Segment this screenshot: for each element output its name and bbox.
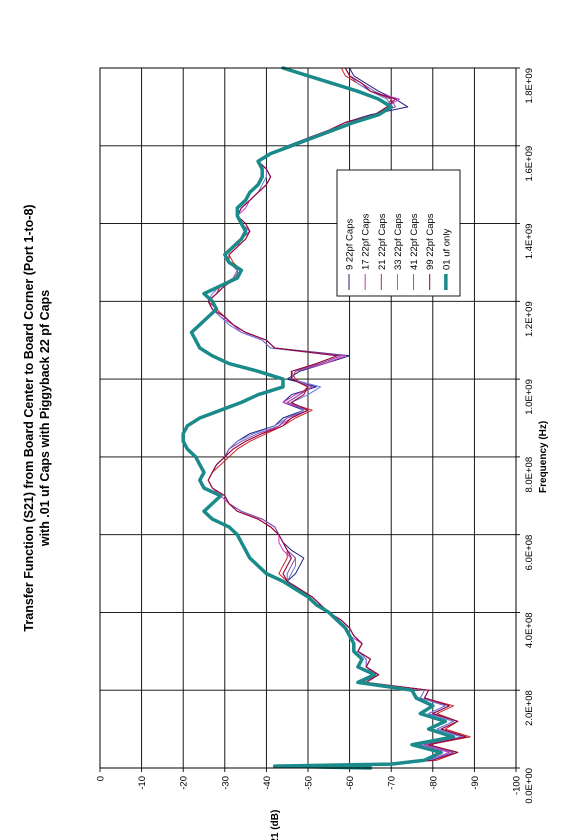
db-tick-label: -40 [262, 776, 273, 790]
chart-subtitle: with .01 uf Caps with Piggyback 22 pf Ca… [38, 290, 52, 547]
axis-ticks: 0 -10 -20 -30 -40 -50 -60 -70 -80 -90 -100 0.0E+00 2… [96, 67, 535, 804]
freq-tick-label: 8.0E+08 [524, 457, 535, 493]
db-tick-label: -80 [428, 776, 439, 790]
freq-tick-label: 0.0E+00 [524, 768, 535, 804]
db-tick-label: -100 [512, 776, 523, 795]
chart-title: Transfer Function (S21) from Board Cente… [22, 204, 36, 631]
legend-label: 01 uf only [441, 229, 452, 270]
y-axis-title: S21 (dB) [270, 810, 281, 840]
freq-tick-label: 2.0E+08 [524, 690, 535, 726]
freq-tick-label: 1.2E+09 [524, 301, 535, 337]
freq-tick-label: 4.0E+08 [524, 612, 535, 648]
legend-label: 33 22pf Caps [393, 213, 404, 270]
legend: 9 22pf Caps 17 22pf Caps 21 22pf Caps 33 22… [336, 169, 461, 297]
legend-label: 99 22pf Caps [425, 213, 436, 270]
db-tick-label: -10 [137, 776, 148, 790]
db-tick-label: -20 [179, 776, 190, 790]
series-line-6 [207, 67, 467, 769]
plot-area-frame [99, 67, 517, 769]
freq-tick-label: 1.6E+09 [524, 146, 535, 182]
db-tick-label: -90 [470, 776, 481, 790]
data-series [181, 66, 471, 770]
db-tick-label: 0 [96, 776, 107, 781]
db-tick-label: -50 [304, 776, 315, 790]
db-tick-label: -30 [220, 776, 231, 790]
legend-box [336, 169, 461, 297]
legend-label: 9 22pf Caps [345, 219, 356, 270]
legend-label: 41 22pf Caps [409, 213, 420, 270]
freq-tick-label: 6.0E+08 [524, 535, 535, 571]
freq-tick-label: 1.4E+09 [524, 224, 535, 260]
freq-tick-label: 1.0E+09 [524, 379, 535, 415]
legend-label: 17 22pf Caps [361, 213, 372, 270]
x-axis-title: Frequency (Hz) [538, 421, 549, 493]
series-line-4 [207, 67, 463, 769]
db-tick-label: -60 [345, 776, 356, 790]
freq-tick-label: 1.8E+09 [524, 68, 535, 104]
legend-label: 21 22pf Caps [377, 213, 388, 270]
series-line-7 [181, 66, 456, 770]
db-tick-label: -70 [387, 776, 398, 790]
